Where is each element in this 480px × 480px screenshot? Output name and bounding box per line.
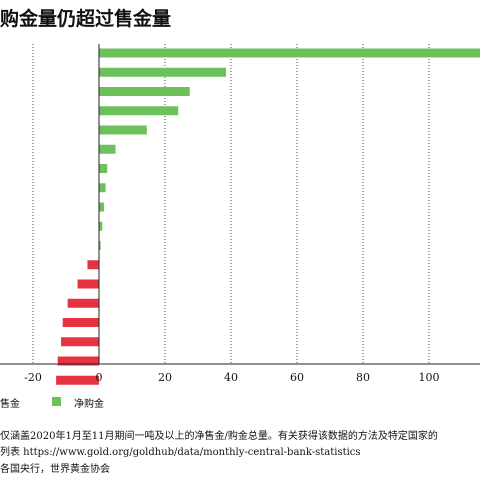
bar xyxy=(77,279,99,289)
x-tick-label: 40 xyxy=(224,371,238,384)
bar xyxy=(99,164,108,173)
bar xyxy=(99,67,227,77)
legend-swatch-net-buy xyxy=(52,397,61,406)
footnote-line-2: 列表 https://www.gold.org/goldhub/data/mon… xyxy=(0,447,361,458)
x-tick-label: -20 xyxy=(24,371,42,384)
x-tick-label: 0 xyxy=(96,371,103,384)
bar xyxy=(99,202,104,212)
bars-layer xyxy=(56,48,480,385)
x-tick-label: 80 xyxy=(356,371,370,384)
x-tick-label: 20 xyxy=(158,371,172,384)
legend-label-net-buy: 净购金 xyxy=(74,397,104,410)
bar xyxy=(99,144,116,154)
bar xyxy=(99,48,480,58)
source-note: 各国央行，世界黄金协会 xyxy=(0,464,110,475)
x-axis-ticks: -20 0 20 40 60 80 100 xyxy=(24,371,439,384)
chart-title: 购金量仍超过售金量 xyxy=(0,8,172,30)
bar xyxy=(99,106,179,116)
legend-label-sell: 售金 xyxy=(0,397,20,410)
footnote-line-1: 仅涵盖2020年1月至11月期间一吨及以上的净售金/购金总量。有关获得该数据的方… xyxy=(0,431,438,442)
bar xyxy=(56,375,99,385)
bar xyxy=(99,125,147,135)
x-tick-label: 60 xyxy=(290,371,304,384)
bar xyxy=(99,241,101,250)
bar xyxy=(57,356,99,366)
x-tick-label: 100 xyxy=(419,371,440,384)
bar xyxy=(99,221,103,231)
bar xyxy=(62,318,99,327)
legend: 售金 净购金 xyxy=(0,397,104,410)
bar xyxy=(67,298,99,308)
grid-layer xyxy=(32,44,430,364)
bar xyxy=(61,337,99,347)
bar xyxy=(99,183,106,193)
bar xyxy=(87,260,99,270)
bar xyxy=(99,87,190,96)
